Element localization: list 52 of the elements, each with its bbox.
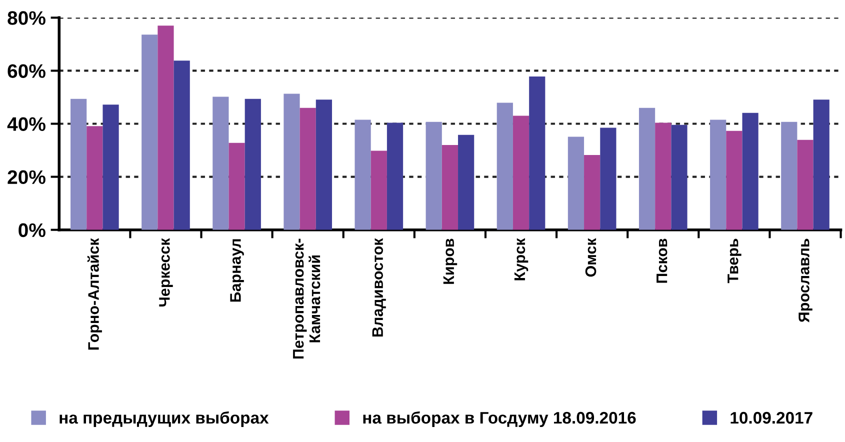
bar: [212, 96, 229, 230]
bar: [142, 34, 158, 230]
x-tick-label: Владивосток: [372, 238, 386, 337]
bar: [655, 122, 672, 230]
x-tick-label: Петропавловск- Камчатский: [293, 238, 320, 359]
bar: [354, 120, 371, 230]
bar: [300, 108, 316, 230]
legend-label: на предыдущих выборах: [60, 411, 269, 427]
bar: [228, 142, 245, 230]
bar: [370, 150, 387, 230]
y-tick-label: 0%: [18, 223, 46, 238]
bar: [797, 140, 814, 230]
bar: [426, 122, 442, 230]
bar: [529, 76, 546, 230]
bar: [512, 116, 530, 230]
bar: [813, 100, 830, 230]
bar: [86, 126, 103, 230]
bar: [442, 144, 458, 230]
bar: [742, 112, 758, 230]
x-tick-label: Псков: [656, 238, 668, 283]
y-tick-label: 80%: [8, 11, 46, 25]
x-tick-label: Омск: [585, 238, 596, 277]
x-tick-label: Барнаул: [230, 239, 244, 302]
x-tick-label: Ярославль: [798, 238, 812, 322]
bar: [600, 128, 616, 230]
bar: [284, 94, 300, 230]
x-tick-label: Курск: [514, 238, 528, 280]
bar: [584, 155, 600, 230]
legend-label: 10.09.2017: [730, 412, 812, 424]
bar: [496, 102, 513, 230]
bar: [174, 60, 190, 230]
x-tick-label: Тверь: [728, 238, 742, 284]
bar: [638, 108, 656, 230]
bar: [671, 124, 688, 230]
bar: [781, 122, 798, 230]
legend-label: на выборах в Госдуму 18.09.2016: [363, 411, 636, 427]
bar: [158, 26, 174, 230]
bar: [568, 136, 584, 230]
bar: [102, 104, 119, 230]
bar: [316, 100, 332, 230]
bar: [710, 120, 726, 230]
bar: [726, 130, 742, 230]
x-tick-label: Горно-Алтайск: [87, 238, 102, 350]
y-tick-label: 60%: [8, 64, 46, 78]
x-tick-label: Черкесск: [159, 238, 173, 306]
x-tick-label: Киров: [443, 238, 458, 284]
y-tick-label: 20%: [8, 170, 46, 184]
bar: [244, 98, 261, 230]
y-tick-label: 40%: [7, 117, 46, 131]
bar: [70, 98, 87, 230]
bar: [386, 122, 404, 230]
bar: [458, 134, 474, 230]
